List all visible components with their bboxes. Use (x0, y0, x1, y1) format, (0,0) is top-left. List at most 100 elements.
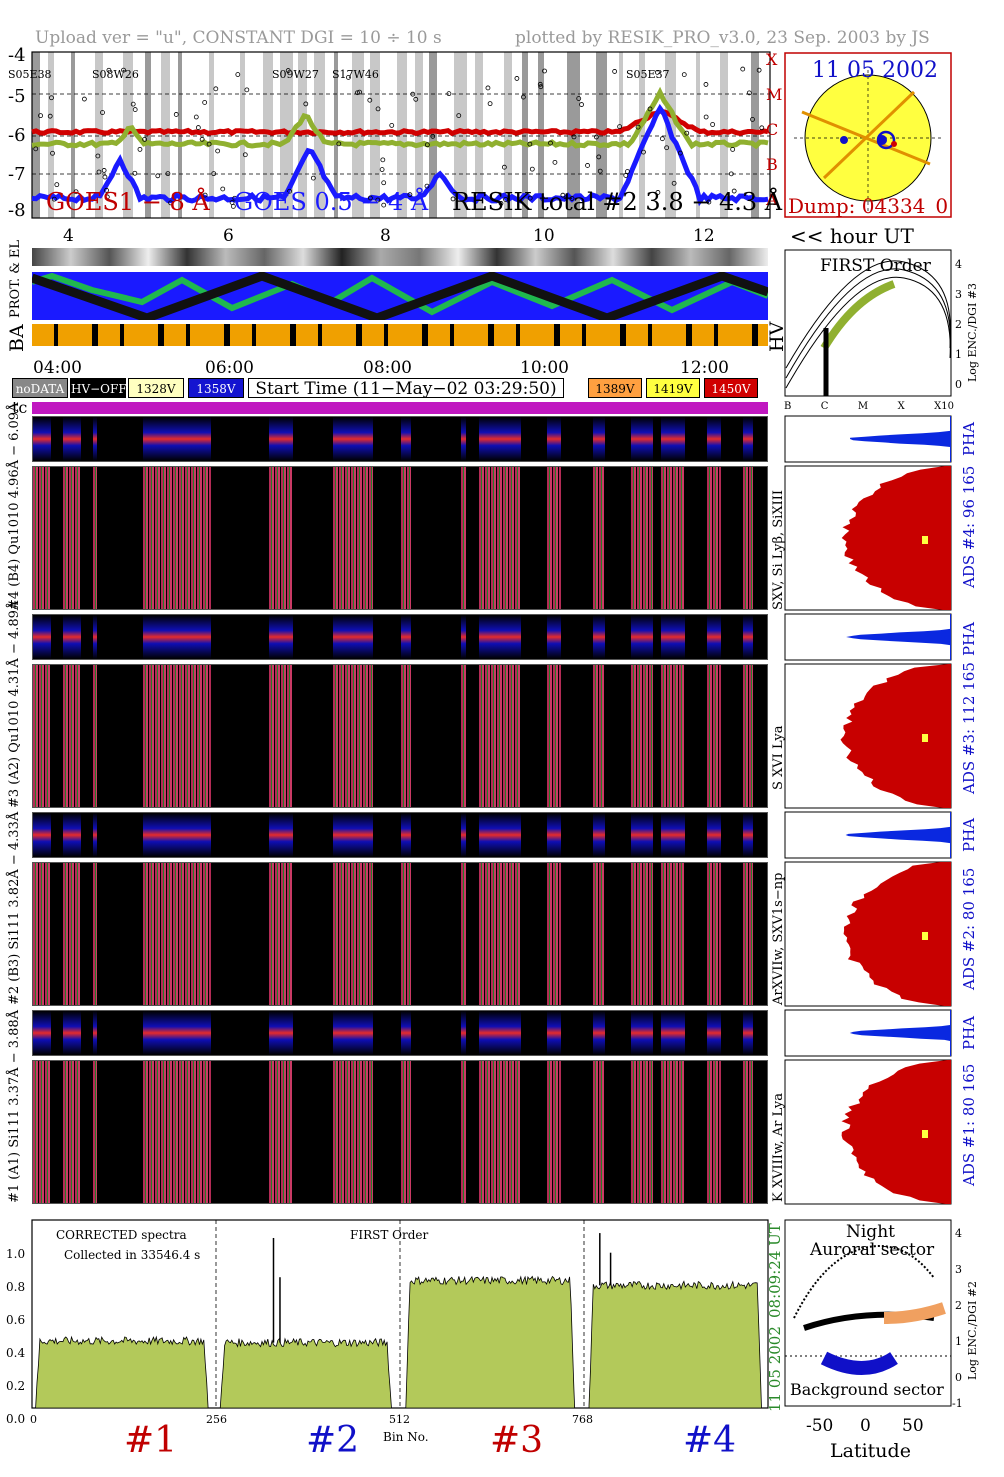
goes-point (487, 101, 493, 107)
spectrogram-column (401, 665, 411, 807)
spectrogram-column (707, 665, 721, 807)
goes-point (529, 166, 535, 172)
spectrogram-column (401, 615, 411, 659)
goes-point (730, 147, 736, 152)
spectrogram-column (479, 467, 521, 609)
goes-stripe (522, 52, 528, 218)
goes-point (357, 89, 362, 95)
spectrogram-column (143, 1061, 211, 1203)
spectrogram-column (143, 467, 211, 609)
spectrogram-column (593, 417, 605, 461)
fo-xtick: X10 (934, 401, 954, 412)
first-order-xticks: B C M X X10 (784, 401, 954, 412)
fo-xtick: M (857, 401, 869, 412)
time-tick: 10:00 (520, 358, 569, 378)
spectrogram-column (593, 665, 605, 807)
channel-label-4: #4 (683, 1420, 737, 1461)
goes-point (759, 125, 765, 131)
goes-stripe (178, 52, 182, 218)
goes-point (380, 157, 386, 163)
goes-point (413, 96, 419, 102)
goes-point (303, 101, 309, 107)
latitude-title-1: Night (846, 1222, 895, 1242)
side-panel-fill (785, 664, 951, 808)
pha-spectrogram (32, 416, 768, 462)
goes-point (731, 188, 737, 194)
spectrogram-column (63, 467, 81, 609)
spectrogram-column (743, 417, 753, 461)
legend-1358v: 1358V (188, 378, 244, 398)
goes-point (285, 68, 291, 73)
legend-nodata: noDATA (12, 378, 68, 398)
spectrogram-column (401, 467, 411, 609)
spectrogram-column (401, 1011, 411, 1055)
spectrogram-column (333, 417, 373, 461)
goes-point (538, 84, 544, 90)
spectrogram-column (707, 1061, 721, 1203)
channel-label-1: #1 (124, 1420, 178, 1461)
spec-xtick: 256 (206, 1413, 227, 1426)
spectrogram-column (93, 615, 97, 659)
goes-point (612, 69, 618, 74)
class-m: M (766, 85, 783, 104)
goes-point (220, 186, 226, 192)
spectrogram-column (461, 1011, 466, 1055)
goes-point (560, 192, 566, 198)
spectrogram-column (33, 1061, 51, 1203)
spectrogram-column (461, 665, 466, 807)
spectrum-chart (31, 1219, 769, 1409)
latitude-bottom-label: Background sector (790, 1380, 944, 1399)
goes-point (498, 201, 504, 206)
goes-stripe (48, 52, 54, 218)
fo-xtick: C (820, 401, 829, 412)
class-c: C (766, 120, 779, 139)
spectrogram-column (707, 863, 721, 1005)
spectrogram-column (33, 665, 51, 807)
goes-stripe (696, 52, 700, 218)
channel-label-2: #2 (306, 1420, 360, 1461)
spectrogram-column (547, 615, 561, 659)
spectrogram-column (269, 1061, 293, 1203)
spectrogram-column (661, 417, 685, 461)
legend-1419v: 1419V (646, 378, 700, 398)
goes-point (641, 149, 646, 155)
spectrogram-column (547, 417, 561, 461)
spectrogram-column (33, 417, 51, 461)
goes-point (375, 106, 381, 112)
goes-point (244, 87, 250, 93)
goes-point (654, 69, 660, 75)
spectrogram-column (333, 665, 373, 807)
goes-point (367, 195, 373, 201)
ch2-label: #2 (B3) Si111 3.82Å − 4.33Å (7, 811, 22, 1005)
spectrogram-column (661, 813, 685, 857)
goes-point (655, 190, 661, 195)
goes-point (703, 114, 709, 120)
tc-label: tc (12, 398, 28, 417)
goes-point (576, 96, 582, 101)
goes-class-letters: X M C B A (766, 42, 786, 217)
side-panel-fill (785, 1010, 951, 1056)
side-panel-fill (785, 1060, 951, 1204)
goes-point (596, 154, 602, 160)
spectrogram-column (631, 615, 653, 659)
spectrum-segment-3 (405, 1275, 576, 1409)
spectrogram-column (143, 813, 211, 857)
goes-point (165, 171, 171, 177)
goes-stripe (619, 52, 623, 218)
goes-point (49, 95, 54, 101)
spectrogram-column (479, 665, 521, 807)
goes-point (96, 169, 102, 175)
spectrogram-column (661, 467, 685, 609)
goes-point (104, 187, 109, 193)
pha-label: PHA (960, 621, 978, 656)
spectrogram-column (33, 615, 51, 659)
goes-point (684, 130, 690, 136)
sun-dump: Dump: 04334_0 (788, 194, 949, 218)
goes-point (199, 136, 205, 142)
class-a: A (766, 190, 778, 209)
goes-stripe (538, 52, 544, 218)
spectrogram-column (461, 863, 466, 1005)
region-label: S17W46 (332, 68, 379, 81)
spectrogram-column (547, 1011, 561, 1055)
spectrogram-column (593, 615, 605, 659)
